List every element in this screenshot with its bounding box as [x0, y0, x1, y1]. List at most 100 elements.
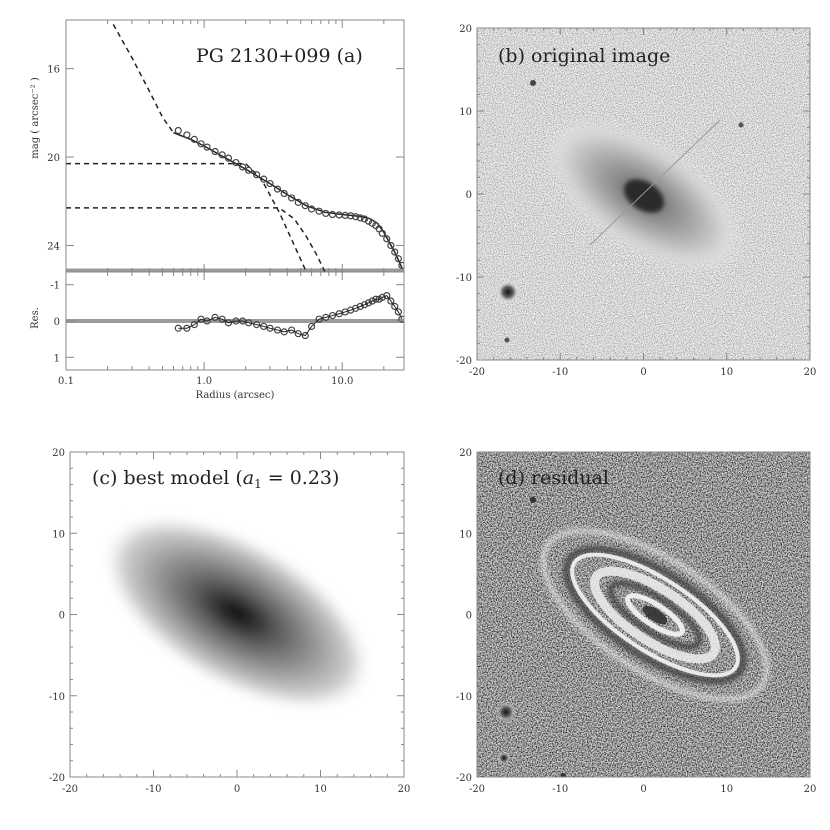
panel-a-residual-point: [203, 317, 211, 325]
panel-b-star: [497, 281, 519, 303]
panel-a-residual-point: [211, 313, 219, 321]
panel-b-title: (b) original image: [498, 45, 670, 67]
panel-a-component-line: [112, 24, 175, 134]
panel-a-residual-point: [398, 315, 404, 323]
panel-a-residual-point: [266, 324, 274, 332]
panel-a-residual-point: [378, 293, 386, 302]
panel-b-x-tick-label: -20: [469, 367, 485, 378]
panel-a-residual-point: [383, 291, 391, 300]
panel-a-data-point: [356, 214, 364, 222]
panel-a-top-y-tick-label: 16: [47, 65, 60, 76]
panel-a-data-point: [347, 212, 355, 220]
panel-a-profile: 0.1 1.0 10.0 16 20 24 1 0 -1 PG 2130+099 (a) mag…: [30, 19, 405, 401]
panel-a-data-point: [352, 213, 360, 221]
panel-a-data-point: [245, 166, 253, 174]
panel-b-star: [530, 80, 536, 86]
panel-a-residual-point: [315, 315, 323, 323]
panel-c-x-tick-label: -20: [62, 784, 78, 795]
panel-a-bottom-y-tick-label: 0: [54, 317, 60, 328]
panel-a-residual-line: [178, 294, 403, 337]
panel-a-data-point: [239, 163, 247, 171]
panel-a-data-point: [190, 135, 198, 143]
panel-a-residual-point: [387, 297, 395, 305]
panel-d-y-tick-label: 0: [466, 611, 472, 622]
panel-c-title-suffix: = 0.23): [262, 467, 340, 489]
panel-d-star: [560, 773, 566, 777]
panel-b-y-tick-label: 20: [459, 24, 472, 35]
panel-a-model-line: [173, 132, 403, 268]
panel-a-residual-point: [260, 322, 268, 331]
panel-a-residual-point: [307, 322, 316, 331]
panel-d-x-tick-label: 10: [720, 784, 733, 795]
panel-a-residual-point: [356, 302, 364, 311]
panel-a-data-point: [183, 131, 191, 139]
panel-d-y-tick-label: -10: [456, 692, 472, 703]
panel-c-y-tick-label: 10: [52, 529, 65, 540]
panel-a-data-point: [394, 255, 402, 263]
panel-a-data-point: [368, 219, 376, 227]
panel-d-x-tick-label: -20: [469, 784, 485, 795]
panel-a-data-point: [232, 158, 240, 167]
panel-d-star: [530, 497, 536, 503]
panel-b-x-tick-label: -10: [552, 367, 568, 378]
panel-d-star: [498, 752, 510, 764]
panel-a-data-point: [280, 189, 288, 198]
panel-a-data-point: [307, 205, 316, 213]
panel-a-bottom-y-tick-label: -1: [50, 281, 60, 292]
panel-a-residual-point: [394, 308, 402, 316]
panel-a-top-y-tick-label: 20: [47, 153, 60, 164]
panel-b-star: [504, 337, 510, 343]
panel-a-residual-point: [273, 326, 282, 334]
panel-b-x-tick-label: 10: [720, 367, 733, 378]
panel-a-bottom-y-tick-label: 1: [54, 353, 60, 364]
panel-a-data-point: [387, 241, 395, 250]
panel-a-data-point: [322, 209, 330, 218]
panel-a-data-point: [360, 215, 369, 223]
panel-a-x-tick-label: 0.1: [58, 376, 74, 387]
panel-d-y-tick-label: 10: [459, 529, 472, 540]
panel-c-x-tick-label: -10: [145, 784, 161, 795]
panel-d-residual: -20-20 -10 -10 0 0 10 10 20 20 (d) residual: [456, 448, 816, 795]
panel-a-top-y-tick-label: 24: [47, 241, 60, 252]
panel-b-original-image: -20-20 -10 -10 0 0 10 10 20 20 (b) original imag…: [456, 24, 816, 378]
panel-a-data-point: [383, 235, 391, 243]
panel-b-spike: [589, 119, 721, 246]
panel-a-data-point: [301, 202, 309, 210]
panel-a-component-line: [66, 162, 308, 273]
panel-a-residual-point: [288, 326, 296, 334]
panel-a-data-point: [273, 185, 282, 193]
panel-a-data-point: [224, 154, 233, 162]
panel-d-noise: [477, 452, 810, 777]
panel-a-residual-point: [280, 328, 288, 336]
panel-a-x-tick-label: 10.0: [331, 376, 353, 387]
panel-a-residual-point: [301, 331, 309, 340]
panel-c-x-tick-label: 10: [314, 784, 327, 795]
panel-a-title: PG 2130+099 (a): [196, 45, 363, 67]
panel-d-star: [496, 702, 516, 722]
panel-d-x-tick-label: 20: [804, 784, 817, 795]
panel-d-x-tick-label: 0: [640, 784, 646, 795]
panel-c-title-sub: 1: [254, 477, 262, 491]
panel-a-residual-point: [294, 330, 302, 338]
panel-a-data-point: [211, 147, 219, 156]
panel-c-title-prefix: (c) best model (: [92, 467, 243, 489]
panel-b-y-tick-label: -20: [456, 356, 472, 367]
panel-a-residual-point: [190, 321, 198, 329]
panel-a-data-point: [378, 229, 386, 237]
panel-c-y-tick-label: -10: [49, 692, 65, 703]
panel-a-residual-point: [364, 299, 373, 307]
panel-c-model-galaxy: [102, 515, 372, 711]
panel-a-top-ylabel: mag ( arcsec⁻² ): [30, 77, 41, 159]
panel-b-x-tick-label: 20: [804, 367, 817, 378]
panel-a-residual-point: [322, 313, 330, 321]
panel-a-residual-point: [368, 297, 376, 305]
panel-c-y-tick-label: 20: [52, 448, 65, 459]
panel-a-data-point: [315, 207, 323, 215]
panel-b-y-tick-label: 0: [466, 190, 472, 201]
panel-a-residual-point: [245, 319, 253, 327]
panel-a-residual-point: [360, 301, 369, 309]
panel-d-y-tick-label: -20: [456, 773, 472, 784]
panel-b-y-tick-label: 10: [459, 107, 472, 118]
panel-a-data-point: [398, 261, 404, 269]
panel-a-residual-point: [253, 321, 261, 329]
